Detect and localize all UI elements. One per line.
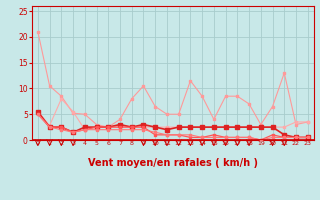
- X-axis label: Vent moyen/en rafales ( km/h ): Vent moyen/en rafales ( km/h ): [88, 157, 258, 167]
